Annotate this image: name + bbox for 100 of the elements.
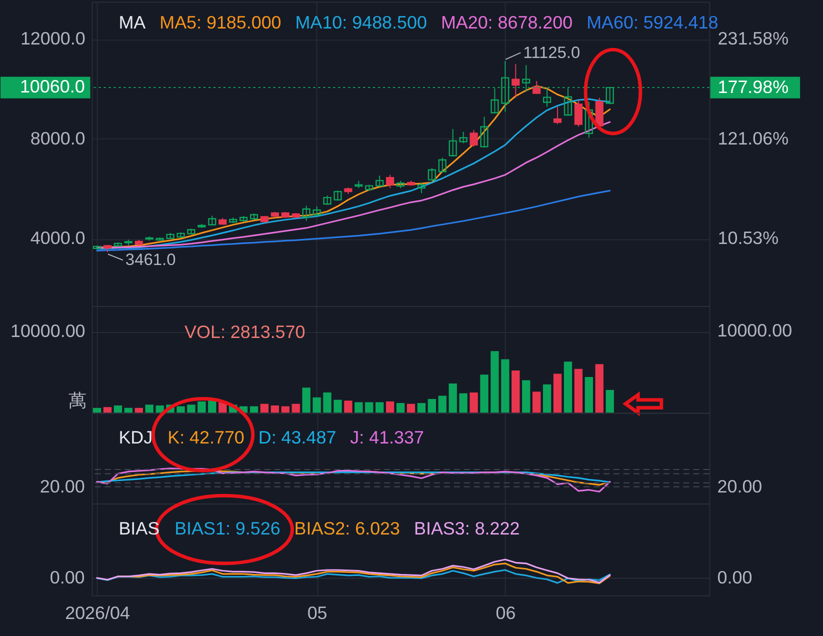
candlestick <box>428 168 436 182</box>
legend-title: KDJ <box>118 428 153 448</box>
line-series <box>96 121 611 249</box>
bar <box>532 392 541 413</box>
x-tick-label: 06 <box>496 602 516 623</box>
text: 0.00 <box>717 567 752 588</box>
candlestick <box>438 157 446 173</box>
bar <box>344 400 352 413</box>
y2-tick-label: 231.58% <box>718 28 789 49</box>
text: BIAS2: 6.023 <box>294 518 400 538</box>
text: 0.00 <box>50 567 85 588</box>
bar <box>542 384 552 413</box>
bar <box>92 408 102 413</box>
candlestick <box>595 97 604 128</box>
bar <box>438 396 446 413</box>
bar <box>365 402 374 413</box>
bar <box>564 362 572 413</box>
candlestick <box>417 182 426 194</box>
bar <box>501 359 510 413</box>
bar <box>176 406 185 413</box>
bar <box>512 370 520 413</box>
text: BIAS1: 9.526 <box>174 518 280 538</box>
line-series <box>96 190 611 252</box>
bar <box>386 401 394 413</box>
text: MA60: 5924.418 <box>586 12 718 33</box>
series-label: D: 43.487 <box>258 428 336 448</box>
y-tick-label: 10000.00 <box>10 321 86 342</box>
text: MA5: 9185.000 <box>160 12 282 33</box>
x-tick-label: 05 <box>307 602 328 623</box>
bar <box>448 384 457 413</box>
candlestick <box>448 128 457 158</box>
annotation: 11125.0 <box>523 44 580 62</box>
series-label: BIAS3: 8.222 <box>414 518 520 538</box>
candlestick <box>532 80 541 95</box>
candlestick <box>312 206 321 217</box>
candlestick <box>302 205 310 222</box>
candlestick <box>334 190 342 202</box>
candlestick <box>543 88 552 108</box>
text: MA10: 9488.500 <box>295 12 427 33</box>
candlestick <box>386 174 394 189</box>
bar <box>417 403 426 413</box>
y2-tick-label: 121.06% <box>718 128 789 148</box>
text: MA20: 8678.200 <box>440 12 573 33</box>
bar <box>312 397 321 413</box>
bar <box>595 364 604 413</box>
candlestick <box>480 116 488 148</box>
bar <box>270 405 280 413</box>
ref-line-label: 10060.0 <box>20 76 85 97</box>
bar <box>156 405 164 413</box>
y-tick-label: 12000.0 <box>20 28 86 49</box>
bar <box>250 406 258 413</box>
candlestick <box>584 101 593 138</box>
bar <box>480 374 488 413</box>
bar <box>334 400 342 413</box>
bar <box>428 398 436 413</box>
bar <box>459 393 468 413</box>
annotation: VOL: 2813.570 <box>184 322 306 342</box>
y-tick-label: 8000.0 <box>30 128 86 148</box>
bar <box>103 407 112 413</box>
bar <box>114 405 122 413</box>
candlestick <box>376 175 384 188</box>
bar <box>406 404 416 413</box>
candlestick <box>459 131 468 144</box>
bar <box>145 404 154 413</box>
y-tick-label: 4000.0 <box>30 228 86 248</box>
bar <box>281 406 290 413</box>
bar <box>302 388 310 413</box>
bar <box>396 403 405 413</box>
bar <box>376 402 384 413</box>
candlestick <box>553 106 562 125</box>
series-label: K: 42.770 <box>168 428 244 448</box>
bar <box>522 380 530 413</box>
y2-tick-label: 177.98% <box>718 77 789 98</box>
bar <box>124 408 132 413</box>
candlestick <box>512 64 520 98</box>
bar <box>606 390 614 413</box>
legend-title: MA <box>118 12 146 33</box>
annotation: 3461.0 <box>125 251 176 270</box>
bar <box>187 404 196 413</box>
bar <box>198 401 206 413</box>
series-label: J: 41.337 <box>350 428 424 448</box>
y2-tick-label: 10.53% <box>718 228 779 248</box>
bar <box>323 392 332 413</box>
candlestick <box>323 195 332 206</box>
candlestick <box>470 129 478 148</box>
text: 10000.00 <box>717 320 792 340</box>
bar <box>470 392 478 413</box>
candlestick <box>208 215 216 226</box>
candlestick <box>574 100 583 128</box>
bar <box>134 408 143 413</box>
bar <box>584 377 593 413</box>
bar <box>490 351 499 413</box>
bar <box>354 402 363 413</box>
y-axis-title: 萬 <box>68 390 86 410</box>
text: 20.00 <box>717 476 762 497</box>
x-tick-label: 2026/04 <box>65 602 130 623</box>
bar <box>574 368 583 413</box>
bar <box>260 404 269 413</box>
bar <box>292 404 300 413</box>
text: 20.00 <box>40 476 85 497</box>
